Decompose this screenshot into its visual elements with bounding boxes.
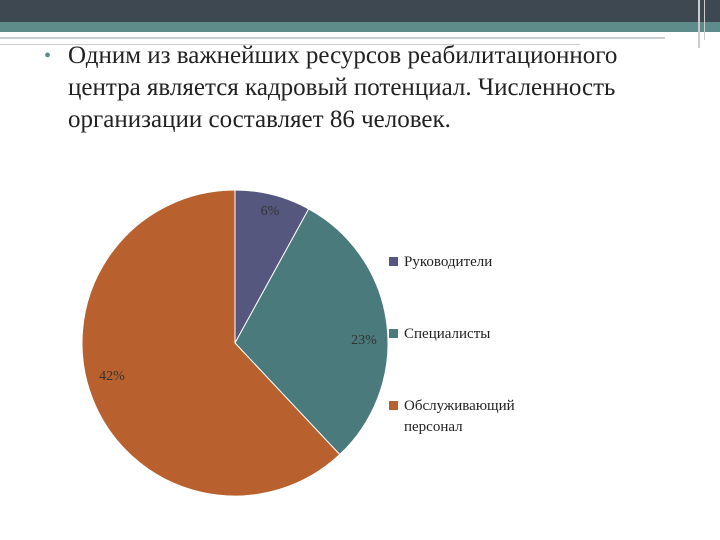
bullet-icon: • bbox=[44, 45, 52, 67]
decorative-rule bbox=[704, 0, 705, 40]
pie-slices bbox=[81, 189, 389, 497]
pie-labels: 6% 23% 42% bbox=[99, 204, 377, 384]
header-accent-bar bbox=[0, 22, 720, 32]
decorative-rule bbox=[0, 37, 665, 39]
legend-label: Обслуживающий bbox=[404, 398, 515, 414]
header-bar bbox=[0, 0, 720, 22]
pie-slice-label: 6% bbox=[261, 204, 280, 219]
legend-swatch bbox=[389, 329, 398, 338]
legend-label: Специалисты bbox=[404, 326, 490, 342]
decorative-rule bbox=[0, 44, 580, 45]
chart-legend: Руководители Специалисты Обслуживающий перс… bbox=[389, 254, 515, 435]
pie-slice bbox=[234, 208, 389, 456]
legend-label: Руководители bbox=[404, 254, 492, 270]
legend-swatch bbox=[389, 257, 398, 266]
pie-slice bbox=[81, 189, 341, 497]
decorative-rule bbox=[698, 0, 700, 48]
pie-slice-label: 23% bbox=[351, 333, 377, 348]
legend-swatch bbox=[389, 401, 398, 410]
paragraph-text: Одним из важнейших ресурсов реабилитацио… bbox=[68, 42, 618, 133]
pie-slice-label: 42% bbox=[99, 369, 125, 384]
legend-label: персонал bbox=[404, 419, 463, 435]
